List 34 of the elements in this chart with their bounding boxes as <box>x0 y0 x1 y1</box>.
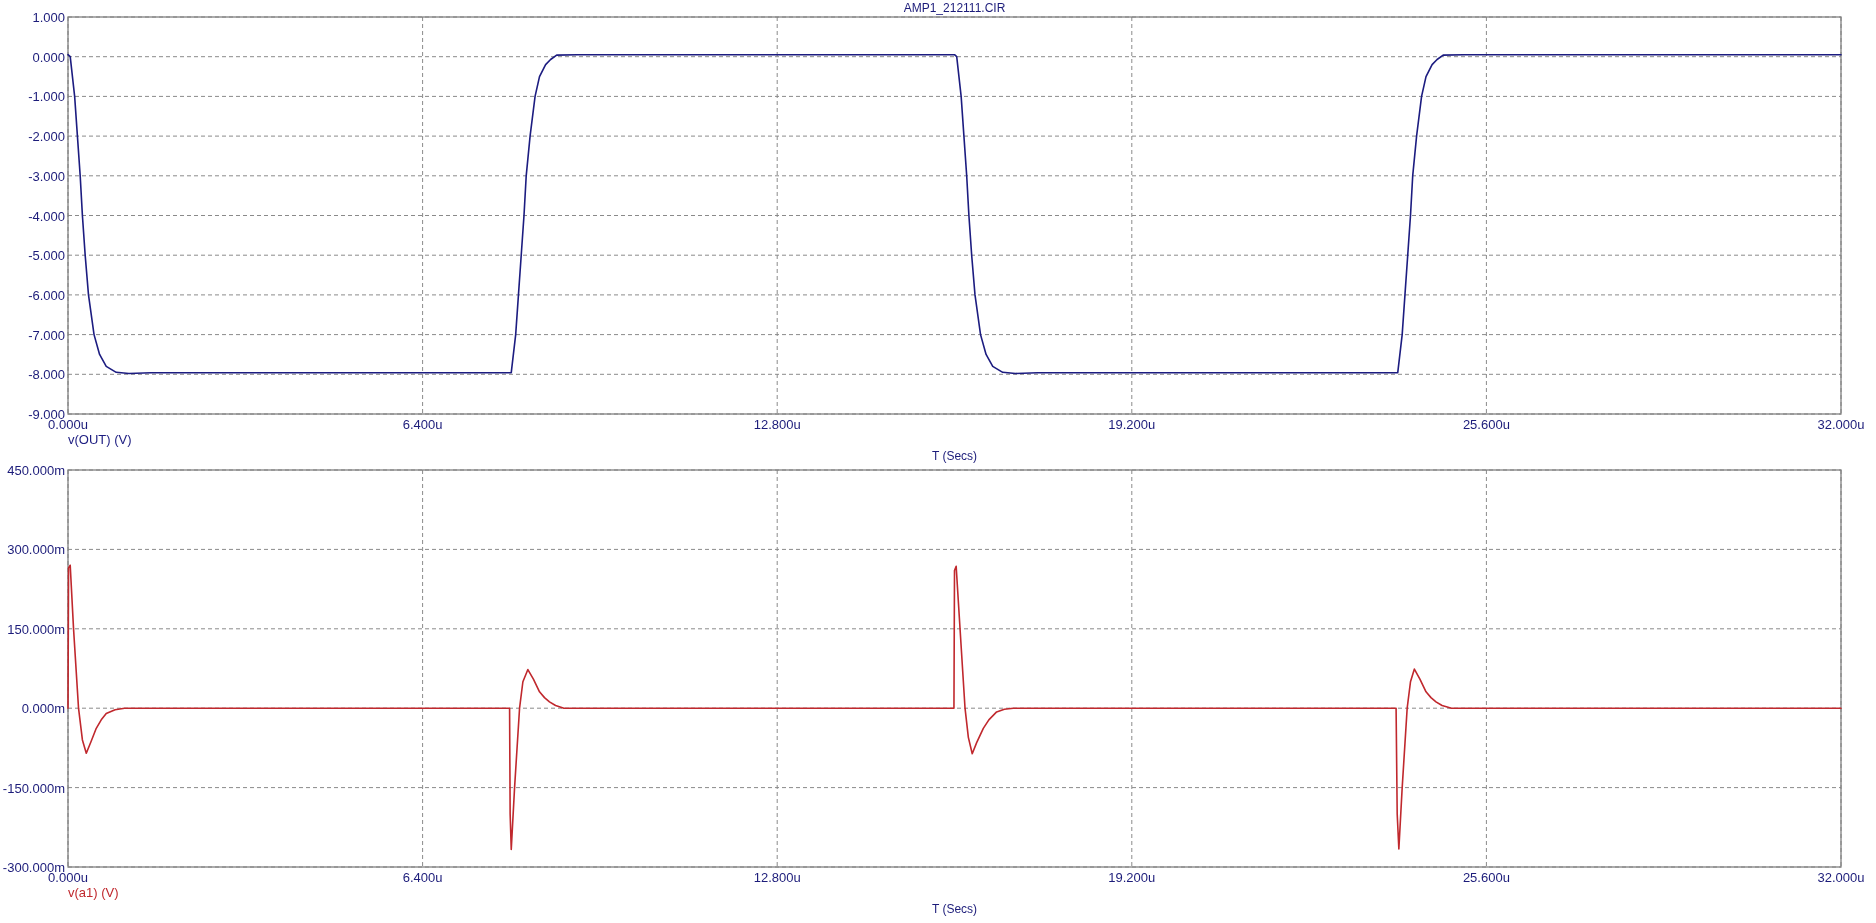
y-tick-label: -2.000 <box>28 128 65 144</box>
x-tick-label: 12.800u <box>753 870 801 885</box>
x-tick-label: 32.000u <box>1817 417 1865 432</box>
y-tick-label: 150.000m <box>7 621 65 637</box>
y-tick-label: 0.000 <box>32 49 65 65</box>
y-tick-label: -8.000 <box>28 366 65 382</box>
line-series <box>67 53 1842 375</box>
x-axis-title: T (Secs) <box>931 449 978 463</box>
y-tick-label: 450.000m <box>7 462 65 478</box>
x-tick-label: 0.000u <box>48 417 88 432</box>
y-tick-label: -6.000 <box>28 287 65 303</box>
text: v(a1) (V) <box>68 885 119 900</box>
y-tick-label: -150.000m <box>2 780 65 796</box>
text: v(OUT) (V) <box>68 432 132 447</box>
y-tick-label: -1.000 <box>28 88 65 104</box>
x-tick-label: 6.400u <box>402 417 443 432</box>
x-tick-label: 6.400u <box>402 870 443 885</box>
y-tick-label: -5.000 <box>28 247 65 263</box>
x-tick-label: 25.600u <box>1462 870 1510 885</box>
y-tick-label: -3.000 <box>28 168 65 184</box>
y-tick-label: 1.000 <box>32 9 65 25</box>
line-series <box>67 564 1842 851</box>
y-tick-label: 0.000m <box>21 700 65 716</box>
x-tick-label: 12.800u <box>753 417 801 432</box>
y-tick-label: -4.000 <box>28 208 65 223</box>
x-tick-label: 32.000u <box>1817 870 1865 885</box>
x-axis-title: T (Secs) <box>931 902 978 916</box>
x-tick-label: 19.200u <box>1108 870 1156 885</box>
x-tick-label: 19.200u <box>1108 417 1156 432</box>
y-tick-label: -7.000 <box>28 327 65 343</box>
x-tick-label: 0.000u <box>48 870 88 885</box>
chart-title: AMP1_212111.CIR <box>903 1 1006 15</box>
y-tick-label: 300.000m <box>7 541 65 557</box>
x-tick-label: 25.600u <box>1462 417 1510 432</box>
